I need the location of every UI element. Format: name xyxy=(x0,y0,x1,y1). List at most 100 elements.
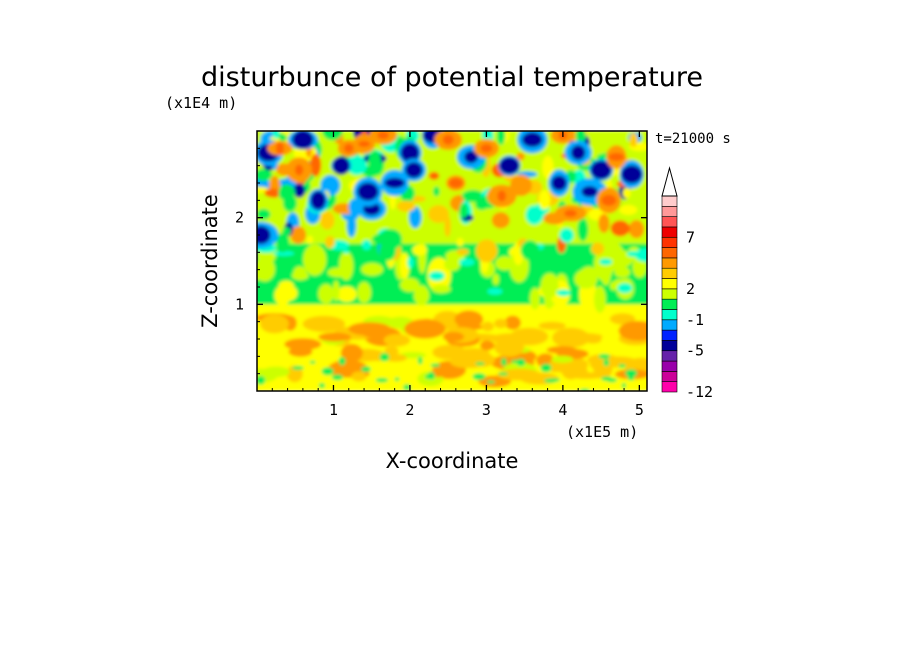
colorbar-label: 2 xyxy=(686,280,695,298)
x-axis-unit: (x1E5 m) xyxy=(566,423,638,441)
field-upper-cell xyxy=(346,155,368,176)
field-upper-cell xyxy=(272,131,280,140)
field-warm-core xyxy=(343,143,354,153)
field-upper-cell xyxy=(433,186,440,197)
field-warm-core xyxy=(294,164,304,176)
field-upper-cell xyxy=(257,168,273,181)
field-mid-cyan xyxy=(634,248,647,262)
field-upper-cell xyxy=(619,204,638,215)
x-tick-label: 3 xyxy=(482,401,491,419)
field-lower-speck xyxy=(618,364,626,368)
colorbar-swatch xyxy=(661,298,678,310)
field-lower-speck xyxy=(309,360,316,364)
field-mid-cyan xyxy=(626,250,640,257)
field-mid-cyan xyxy=(407,256,415,269)
field-mid-streak xyxy=(361,262,384,276)
field-upper-cell xyxy=(408,206,422,229)
field-lower-speck xyxy=(403,384,411,391)
field-lower-cell xyxy=(449,355,488,369)
field-lower-cell xyxy=(538,321,566,330)
field-mid-streak xyxy=(540,273,559,298)
field-upper-cell xyxy=(628,220,645,239)
field-lower-speck xyxy=(486,380,496,384)
field-lower-cell xyxy=(302,315,346,332)
field-mid-streak xyxy=(413,285,430,306)
field-lower-cell xyxy=(552,327,590,348)
field-upper-cell xyxy=(459,203,468,218)
field-upper-cell xyxy=(516,152,525,161)
colorbar-swatch xyxy=(661,340,678,352)
field-upper-cell xyxy=(293,183,306,198)
colorbar-label: 7 xyxy=(686,228,695,246)
field-cold-core xyxy=(499,157,520,175)
field-mid-streak xyxy=(303,244,327,276)
field-lower-cell xyxy=(384,345,399,357)
field-lower-speck xyxy=(379,352,390,362)
field-upper-cell xyxy=(368,150,382,174)
field-lower-cell xyxy=(584,336,602,344)
colorbar-swatch xyxy=(661,195,678,207)
field-upper-cell xyxy=(257,208,271,220)
field-lower-speck xyxy=(625,369,638,378)
field-lower-speck xyxy=(498,372,508,376)
field-upper-cell xyxy=(520,240,540,261)
field-lower-speck xyxy=(417,356,423,365)
field-warm-core xyxy=(448,178,463,188)
field-upper-cell xyxy=(575,131,586,144)
field-warm-core xyxy=(480,144,493,153)
colorbar: -12-5-127 xyxy=(661,166,713,401)
field-lower-cell xyxy=(284,338,322,351)
field-upper-cell xyxy=(264,188,282,198)
field-upper-cell xyxy=(282,227,291,236)
field-mid-streak xyxy=(332,280,340,302)
field-upper-cell xyxy=(542,155,554,179)
field-mid-streak xyxy=(601,265,611,286)
field-mid-streak xyxy=(431,285,451,294)
field-upper-cell xyxy=(346,213,357,238)
field-lower-cell xyxy=(438,362,452,373)
y-tick-label: 1 xyxy=(235,295,244,313)
field-upper-cell xyxy=(509,174,532,197)
field-upper-cell xyxy=(444,215,451,237)
x-tick-label: 2 xyxy=(405,401,414,419)
field-lower-cell xyxy=(551,355,574,363)
x-tick-label: 1 xyxy=(329,401,338,419)
field-lower-cell xyxy=(318,332,352,342)
field-upper-cell xyxy=(290,226,307,244)
field-upper-cell xyxy=(428,205,449,223)
field-upper-cell xyxy=(306,235,314,245)
field-upper-cell xyxy=(361,239,372,251)
field-mid-streak xyxy=(318,284,334,304)
field-warm-core xyxy=(357,140,371,148)
field-upper-cell xyxy=(496,131,506,145)
field-mid-streak xyxy=(257,257,275,282)
field-lower-speck xyxy=(331,374,343,381)
field-lower-cell xyxy=(480,340,495,351)
colorbar-swatch xyxy=(661,350,678,362)
field-lower-speck xyxy=(472,373,486,380)
field-lower-cell xyxy=(340,343,363,362)
field-lower-speck xyxy=(516,358,526,366)
field-lower-speck xyxy=(257,375,266,385)
colorbar-swatch xyxy=(661,288,678,300)
colorbar-swatch xyxy=(661,329,678,341)
field-mid-streak xyxy=(492,273,500,285)
field-cold-core xyxy=(357,182,379,201)
field-lower-speck xyxy=(318,382,325,389)
field-lower-cell xyxy=(442,331,465,342)
field-mid-streak xyxy=(529,287,540,310)
field-lower-speck xyxy=(321,367,334,376)
field-cold-core xyxy=(257,225,271,245)
field-warm-core xyxy=(608,152,625,162)
field-cold-core xyxy=(292,131,314,149)
field-lower-cell xyxy=(351,371,367,382)
field-mid-cyan xyxy=(428,271,445,281)
field-lower-speck xyxy=(603,359,610,367)
field-mid-streak xyxy=(399,252,410,280)
field-lower-cell xyxy=(494,338,525,357)
field-mid-streak xyxy=(339,251,354,281)
colorbar-label: -1 xyxy=(686,311,704,329)
field-lower-cell xyxy=(481,321,494,332)
field-warm-core xyxy=(601,194,617,206)
field-lower-speck xyxy=(394,377,400,382)
